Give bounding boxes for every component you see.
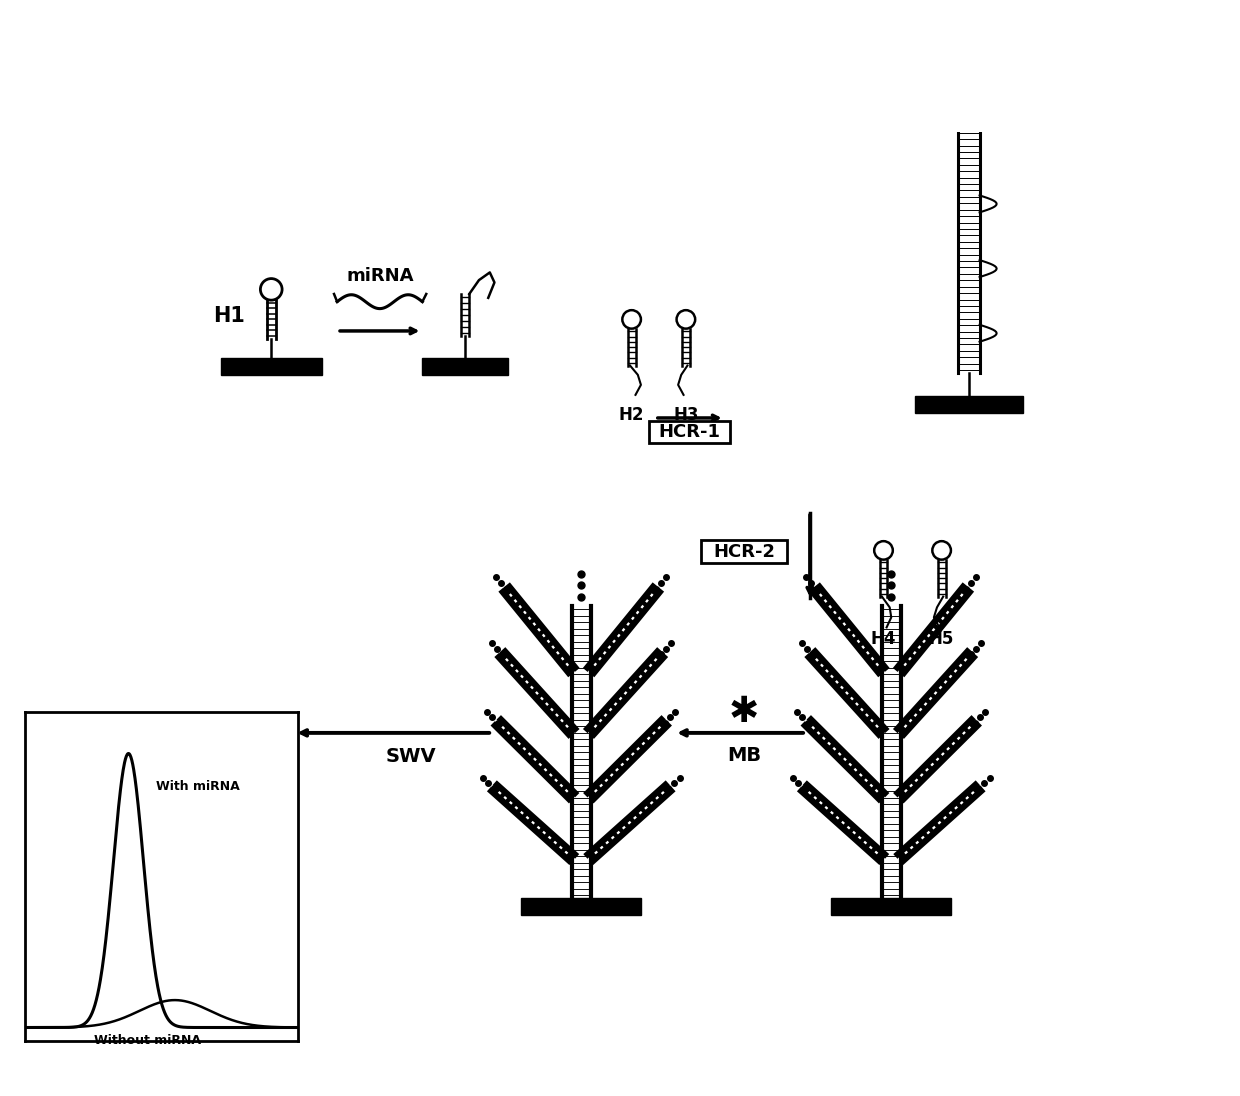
Text: H4: H4	[870, 630, 897, 649]
Text: HCR-1: HCR-1	[658, 423, 720, 441]
Bar	[649, 421, 730, 443]
Text: SWV: SWV	[386, 746, 436, 766]
Text: With miRNA: With miRNA	[156, 780, 239, 792]
Text: miRNA: miRNA	[346, 266, 413, 285]
Bar	[521, 899, 641, 915]
Text: HCR-2: HCR-2	[713, 543, 775, 561]
Text: ✱: ✱	[729, 695, 759, 729]
Bar	[221, 358, 321, 375]
Bar	[423, 358, 507, 375]
Bar	[831, 899, 951, 915]
Text: Without miRNA: Without miRNA	[94, 1035, 201, 1048]
Text: H5: H5	[929, 630, 955, 649]
Text: H2: H2	[619, 406, 645, 424]
Text: MB: MB	[727, 746, 761, 765]
Text: H3: H3	[673, 406, 698, 424]
Bar	[915, 397, 1023, 413]
Text: H1: H1	[213, 306, 244, 326]
Bar	[702, 540, 786, 563]
